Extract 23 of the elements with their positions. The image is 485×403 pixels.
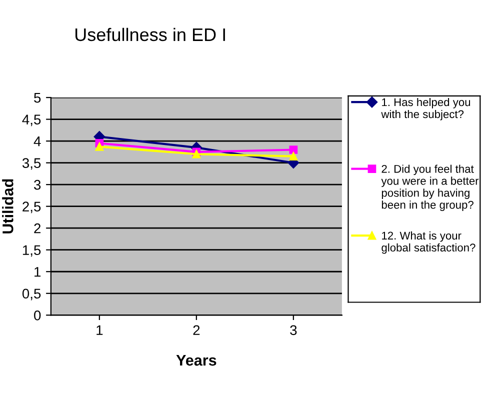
y-tick-label: 4,5 — [22, 114, 41, 126]
chart-title: Usefullness in ED I — [75, 28, 225, 42]
legend-label: 1. Has helped you with the subject? — [381, 98, 470, 120]
point — [289, 146, 298, 154]
legend-label: 12. What is your global satisfaction? — [382, 231, 476, 254]
y-tick-label: 1,5 — [22, 245, 41, 257]
y-tick-label: 2,5 — [22, 202, 41, 214]
y-tick-label: 3,5 — [22, 158, 41, 170]
y-axis-title: Utilidad — [2, 179, 14, 234]
legend-label: 2. Did you feel that you were in a better position by having been in the group? — [381, 164, 479, 211]
x-tick-label: 3 — [290, 325, 297, 336]
x-axis-title: Years — [176, 355, 216, 366]
y-tick-label: 0,5 — [22, 288, 41, 300]
y-tick-label: 5 — [34, 93, 41, 103]
y-tick-label: 3 — [34, 180, 41, 190]
y-tick-label: 0 — [34, 310, 41, 320]
x-tick-label: 2 — [193, 325, 200, 335]
y-tick-label: 4 — [34, 136, 41, 146]
point — [289, 152, 298, 160]
y-tick-label: 1 — [34, 267, 41, 277]
point — [95, 142, 104, 151]
y-tick-label: 2 — [34, 223, 41, 234]
x-tick-label: 1 — [96, 325, 103, 335]
